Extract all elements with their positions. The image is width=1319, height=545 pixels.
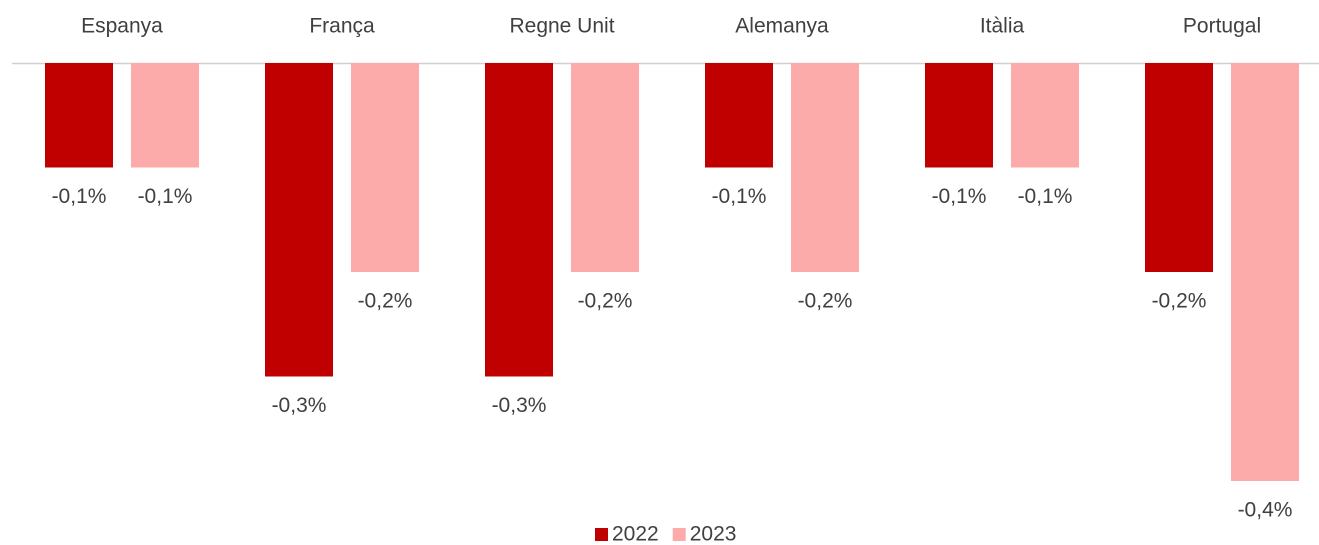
- bar: [45, 63, 113, 168]
- value-label: -0,1%: [138, 185, 193, 208]
- bar: [351, 63, 419, 272]
- bar: [925, 63, 993, 168]
- category-label: Portugal: [1183, 15, 1261, 38]
- value-label: -0,1%: [712, 185, 767, 208]
- value-label: -0,1%: [52, 185, 107, 208]
- bar: [485, 63, 553, 377]
- value-label: -0,4%: [1238, 499, 1293, 522]
- category-label: Espanya: [81, 15, 163, 38]
- value-label: -0,2%: [358, 290, 413, 313]
- legend-swatch: [595, 528, 608, 541]
- value-label: -0,2%: [1152, 290, 1207, 313]
- bar: [131, 63, 199, 168]
- category-label: Regne Unit: [509, 15, 614, 38]
- bar: [571, 63, 639, 272]
- category-label: Alemanya: [735, 15, 829, 38]
- bar: [1231, 63, 1299, 481]
- bar: [1011, 63, 1079, 168]
- legend-label: 2023: [690, 523, 737, 545]
- category-label: Itàlia: [980, 15, 1025, 38]
- value-label: -0,3%: [492, 394, 547, 417]
- bar: [705, 63, 773, 168]
- bar: [791, 63, 859, 272]
- category-label: França: [309, 15, 375, 38]
- value-label: -0,1%: [932, 185, 987, 208]
- value-label: -0,2%: [798, 290, 853, 313]
- value-label: -0,2%: [578, 290, 633, 313]
- legend-swatch: [672, 528, 686, 541]
- legend-label: 2022: [612, 523, 659, 545]
- value-label: -0,1%: [1018, 185, 1073, 208]
- value-label: -0,3%: [272, 394, 327, 417]
- bar: [1145, 63, 1213, 272]
- bar: [265, 63, 333, 377]
